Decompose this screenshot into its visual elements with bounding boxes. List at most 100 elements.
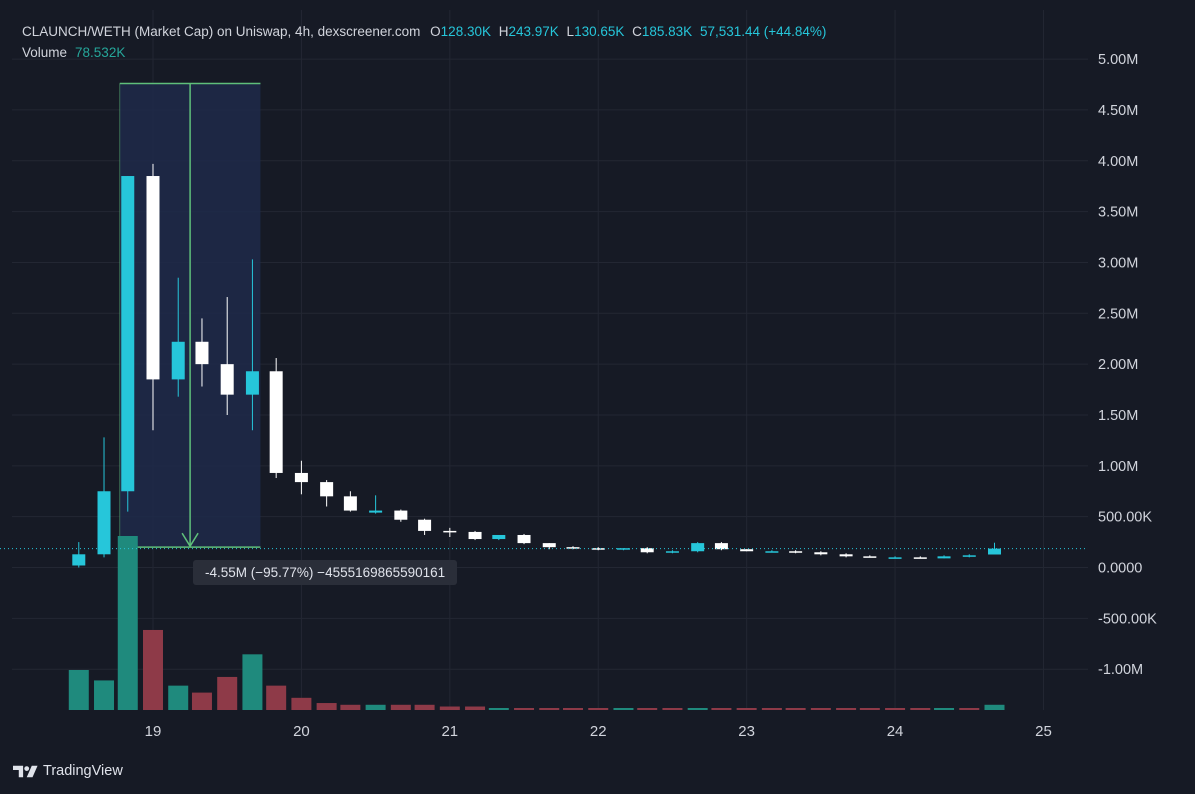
- candle-body: [542, 543, 556, 548]
- candle: [691, 542, 705, 553]
- candle-body: [591, 548, 605, 550]
- volume-bar: [68, 669, 89, 710]
- volume-bar: [439, 706, 460, 710]
- candle: [121, 176, 135, 512]
- candle: [987, 542, 1001, 555]
- candle-body: [640, 548, 654, 553]
- candle: [72, 542, 86, 568]
- volume-bar: [662, 708, 683, 710]
- candle: [616, 548, 630, 551]
- symbol-title: CLAUNCH/WETH (Market Cap) on Uniswap, 4h…: [22, 24, 421, 39]
- volume-bar: [365, 704, 386, 710]
- volume-bar: [637, 708, 658, 710]
- x-tick-label: 25: [1035, 723, 1052, 740]
- candle: [665, 550, 679, 554]
- candle-body: [121, 176, 135, 492]
- candle: [542, 543, 556, 550]
- candle-body: [394, 510, 408, 520]
- x-tick-label: 24: [887, 723, 904, 740]
- close-value: 185.83K: [641, 24, 693, 39]
- y-tick-label: 1.50M: [1098, 408, 1138, 424]
- candle-body: [418, 519, 432, 531]
- volume-bar: [687, 708, 708, 710]
- volume-bar: [414, 704, 435, 710]
- close-key: C: [632, 24, 642, 39]
- brand-name: TradingView: [43, 763, 123, 779]
- candle: [146, 163, 160, 431]
- x-tick-label: 22: [590, 723, 607, 740]
- candle: [468, 530, 482, 541]
- candle: [814, 551, 828, 556]
- x-tick-label: 19: [145, 723, 162, 740]
- volume-bar: [514, 708, 535, 710]
- candle-body: [888, 557, 902, 559]
- candle: [394, 509, 408, 522]
- candle-body: [146, 176, 160, 380]
- candles: [72, 163, 1001, 568]
- high-key: H: [498, 24, 509, 39]
- volume-bar: [465, 706, 486, 710]
- y-tick-label: 3.50M: [1098, 205, 1138, 221]
- candle-body: [863, 556, 877, 558]
- volume-bar: [266, 685, 287, 710]
- volume-bar: [736, 708, 757, 710]
- high-value: 243.97K: [508, 24, 559, 39]
- candle: [566, 546, 580, 550]
- candle-body: [814, 552, 828, 555]
- candle-body: [665, 551, 679, 553]
- volume-bar: [563, 708, 584, 710]
- x-tick-label: 21: [441, 723, 458, 740]
- candle-body: [937, 556, 951, 559]
- candle-body: [72, 554, 86, 566]
- candle: [245, 259, 259, 431]
- volume-bar: [761, 708, 782, 710]
- candle: [839, 553, 853, 558]
- candle: [913, 556, 927, 559]
- y-tick-label: 2.50M: [1098, 306, 1138, 322]
- candle-body: [443, 530, 457, 533]
- y-tick-label: 3.00M: [1098, 255, 1138, 271]
- volume-bar: [810, 708, 831, 710]
- candle-body: [195, 341, 209, 365]
- candle: [320, 480, 334, 507]
- candle-body: [492, 534, 506, 540]
- tradingview-logo-icon: [13, 765, 38, 777]
- candle-body: [220, 364, 234, 395]
- tradingview-brand[interactable]: TradingView: [13, 763, 123, 779]
- candle-body: [171, 341, 185, 380]
- candle: [171, 277, 185, 397]
- candle-body: [320, 482, 334, 497]
- candle: [195, 318, 209, 387]
- volume-bar: [242, 654, 263, 710]
- candle: [863, 555, 877, 558]
- y-tick-label: 0.0000: [1098, 561, 1142, 577]
- candle: [789, 550, 803, 554]
- volume-bar: [316, 703, 337, 710]
- candle-body: [269, 371, 283, 473]
- y-tick-label: 4.00M: [1098, 154, 1138, 170]
- measure-arrow-head: [181, 532, 199, 548]
- candle-body: [987, 548, 1001, 555]
- low-key: L: [566, 24, 575, 39]
- volume-bar: [836, 708, 857, 710]
- candle-body: [369, 510, 383, 513]
- candle: [369, 495, 383, 514]
- candle-body: [517, 534, 531, 544]
- volume-bar: [340, 704, 361, 710]
- candle: [343, 491, 357, 512]
- candle-body: [913, 557, 927, 559]
- candle-body: [616, 548, 630, 550]
- candle: [517, 533, 531, 545]
- volume-bar: [191, 692, 212, 710]
- open-value: 128.30K: [440, 24, 491, 39]
- candle: [220, 297, 234, 415]
- volume-bar: [390, 704, 411, 710]
- measure-tool: [119, 82, 261, 548]
- y-tick-label: 500.00K: [1098, 510, 1152, 526]
- x-tick-label: 20: [293, 723, 310, 740]
- candle-body: [839, 554, 853, 557]
- candle: [294, 460, 308, 495]
- candle: [740, 549, 754, 552]
